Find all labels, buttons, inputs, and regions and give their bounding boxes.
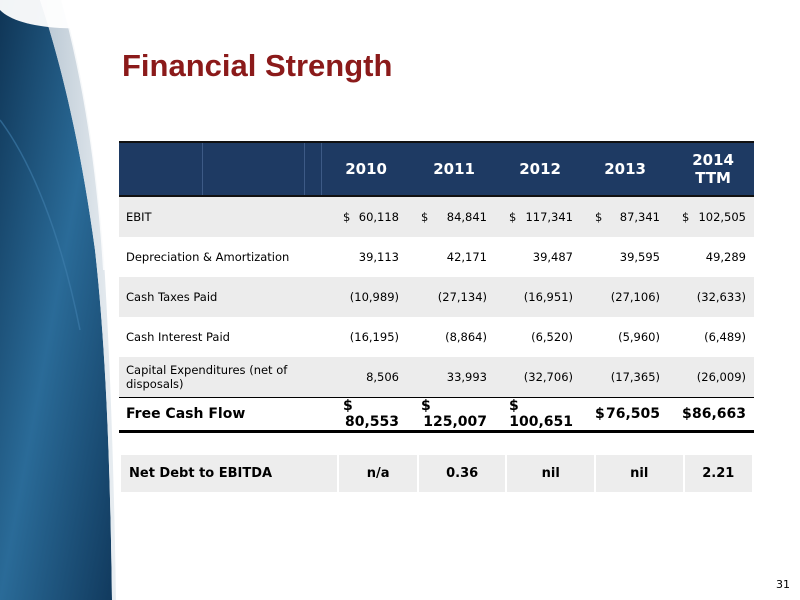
header-row: 2010 2011 2012 2013 2014 TTM (119, 141, 754, 197)
currency-sign: $ (682, 406, 692, 422)
ttm-label: TTM (695, 169, 731, 187)
value-cell: $87,341 (581, 196, 668, 237)
header-cell-blank (119, 141, 203, 197)
value-cell: (32,706) (495, 357, 581, 398)
value-cell: (17,365) (581, 357, 668, 398)
value-cell: (16,951) (495, 277, 581, 317)
value-cell: (16,195) (349, 330, 399, 344)
value-cell: $125,007 (407, 397, 495, 433)
table-row: Cash Taxes Paid (10,989) (27,134) (16,95… (119, 277, 754, 317)
value-cell: 39,113 (358, 250, 399, 264)
currency-sign: $ (682, 210, 690, 224)
value-cell: $80,553 (321, 397, 407, 433)
year-header-2013: 2013 (581, 141, 668, 197)
page-number: 31 (776, 578, 790, 591)
value-cell: 8,506 (321, 357, 407, 398)
currency-sign: $ (595, 210, 603, 224)
value-cell: (32,633) (668, 277, 754, 317)
year-header-2014: 2014 TTM (668, 141, 754, 197)
row-label: Cash Interest Paid (126, 330, 230, 344)
currency-sign: $ (509, 210, 517, 224)
total-row: Free Cash Flow $80,553 $125,007 $100,651… (119, 397, 754, 433)
table-row: EBIT $60,118 $84,841 $117,341 $87,341 $1… (119, 196, 754, 237)
table-row: Capital Expenditures (net of disposals) … (119, 357, 754, 398)
currency-sign: $ (343, 210, 351, 224)
net-debt-row: Net Debt to EBITDA n/a 0.36 nil nil 2.21 (121, 455, 752, 492)
value-cell: 2.21 (684, 455, 752, 492)
value-cell: 33,993 (407, 357, 495, 398)
page-title: Financial Strength (122, 48, 393, 83)
value-cell: $100,651 (495, 397, 581, 433)
value-cell: $102,505 (668, 196, 754, 237)
value-cell: $84,841 (407, 196, 495, 237)
year-header-2010: 2010 (321, 141, 407, 197)
value-cell: $60,118 (321, 196, 407, 237)
currency-sign: $ (509, 398, 519, 414)
value-cell: (8,864) (445, 330, 487, 344)
year-header-2012: 2012 (495, 141, 581, 197)
header-cell-blank (304, 141, 322, 197)
row-label: Free Cash Flow (119, 397, 321, 433)
value-cell: 0.36 (418, 455, 506, 492)
net-debt-label: Net Debt to EBITDA (121, 455, 338, 492)
row-label: Capital Expenditures (net of disposals) (119, 357, 321, 398)
table-row: Depreciation & Amortization 39,113 42,17… (119, 237, 754, 277)
value-cell: 39,487 (532, 250, 573, 264)
value-cell: 39,595 (619, 250, 660, 264)
value-cell: (26,009) (668, 357, 754, 398)
value-cell: $86,663 (668, 397, 754, 433)
value-cell: (27,134) (407, 277, 495, 317)
net-debt-table: Net Debt to EBITDA n/a 0.36 nil nil 2.21 (119, 455, 754, 492)
value-cell: 42,171 (446, 250, 487, 264)
value-cell: (5,960) (618, 330, 660, 344)
value-cell: (10,989) (321, 277, 407, 317)
currency-sign: $ (421, 210, 429, 224)
table-row: Cash Interest Paid (16,195) (8,864) (6,5… (119, 317, 754, 357)
year-header-2011: 2011 (407, 141, 495, 197)
value-cell: $117,341 (495, 196, 581, 237)
year-label: 2014 (692, 151, 734, 169)
row-label: Depreciation & Amortization (126, 250, 290, 264)
currency-sign: $ (343, 398, 353, 414)
value-cell: 49,289 (705, 250, 746, 264)
row-label: EBIT (119, 196, 321, 237)
currency-sign: $ (595, 406, 605, 422)
header-cell-blank (202, 141, 305, 197)
value-cell: (27,106) (581, 277, 668, 317)
row-label: Cash Taxes Paid (119, 277, 321, 317)
value-cell: n/a (339, 455, 417, 492)
value-cell: nil (507, 455, 594, 492)
value-cell: $76,505 (581, 397, 668, 433)
value-cell: (6,520) (531, 330, 573, 344)
value-cell: (6,489) (704, 330, 746, 344)
value-cell: nil (595, 455, 683, 492)
financial-table: 2010 2011 2012 2013 2014 TTM EBIT $60,118… (119, 141, 754, 433)
currency-sign: $ (421, 398, 431, 414)
